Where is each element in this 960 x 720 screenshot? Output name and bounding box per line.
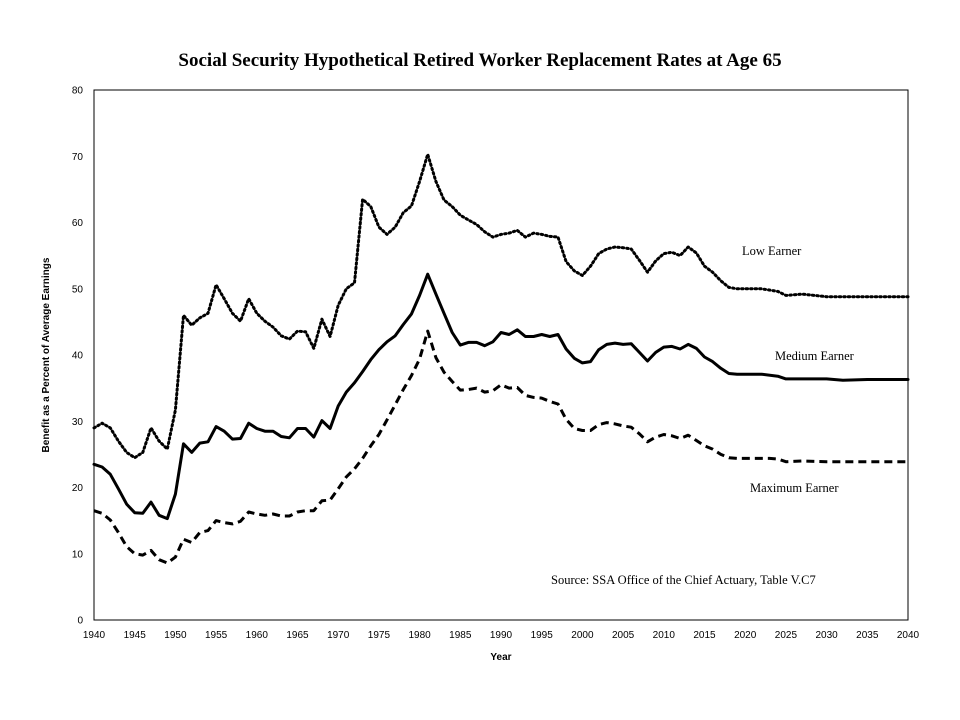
series-line-medium-earner (92, 272, 910, 521)
y-tick-label: 30 (72, 417, 84, 428)
y-tick-label: 70 (72, 152, 84, 163)
x-tick-label: 1960 (246, 630, 269, 641)
x-tick-label: 1995 (531, 630, 554, 641)
x-axis-ticks: 1940 1945 1950 1955 1960 1965 1970 1975 1980 1985… (83, 630, 920, 641)
x-tick-label: 2040 (897, 630, 920, 641)
y-tick-label: 40 (72, 351, 84, 362)
x-tick-label: 1940 (83, 630, 106, 641)
x-tick-label: 1975 (368, 630, 391, 641)
x-tick-label: 1945 (124, 630, 147, 641)
x-tick-label: 1980 (408, 630, 431, 641)
x-tick-label: 1950 (164, 630, 187, 641)
x-tick-label: 2020 (734, 630, 757, 641)
y-tick-label: 80 (72, 86, 84, 97)
series-label-medium-earner: Medium Earner (775, 349, 855, 363)
x-tick-label: 1990 (490, 630, 513, 641)
x-tick-label: 2035 (856, 630, 879, 641)
x-tick-label: 2010 (653, 630, 676, 641)
chart-title: Social Security Hypothetical Retired Wor… (178, 50, 782, 71)
x-tick-label: 1955 (205, 630, 228, 641)
y-tick-label: 50 (72, 284, 84, 295)
x-tick-label: 2025 (775, 630, 798, 641)
series-label-maximum-earner: Maximum Earner (750, 481, 839, 495)
x-tick-label: 1970 (327, 630, 350, 641)
series-line-maximum-earner (93, 329, 908, 565)
source-note: Source: SSA Office of the Chief Actuary,… (551, 573, 816, 587)
plot-area-frame (93, 89, 909, 621)
y-tick-label: 60 (72, 218, 84, 229)
x-axis-label: Year (490, 652, 511, 663)
x-tick-label: 2015 (693, 630, 716, 641)
x-tick-label: 2030 (815, 630, 838, 641)
y-tick-label: 20 (72, 483, 84, 494)
x-tick-label: 1985 (449, 630, 472, 641)
series-lines (92, 152, 910, 565)
x-tick-label: 2000 (571, 630, 594, 641)
x-tick-label: 2005 (612, 630, 635, 641)
y-axis-ticks: 0 10 20 30 40 50 60 70 80 (72, 86, 84, 627)
y-axis-label: Benefit as a Percent of Average Earnings (41, 257, 52, 452)
x-tick-label: 1965 (286, 630, 309, 641)
y-tick-label: 10 (72, 549, 84, 560)
series-label-low-earner: Low Earner (742, 244, 802, 258)
y-tick-label: 0 (77, 616, 83, 627)
series-line-low-earner (92, 152, 910, 460)
